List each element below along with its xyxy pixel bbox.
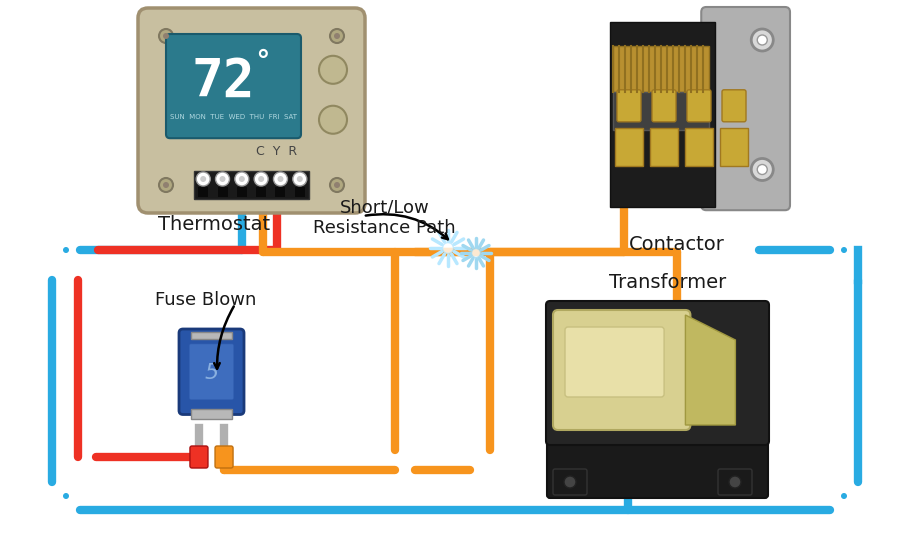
Text: C  Y  R: C Y R xyxy=(256,145,297,158)
Circle shape xyxy=(159,29,173,43)
FancyBboxPatch shape xyxy=(295,187,304,197)
Circle shape xyxy=(258,176,264,182)
FancyBboxPatch shape xyxy=(701,7,790,210)
FancyBboxPatch shape xyxy=(553,469,587,495)
Circle shape xyxy=(752,158,773,180)
FancyBboxPatch shape xyxy=(237,187,247,197)
Circle shape xyxy=(163,182,169,188)
Text: Thermostat: Thermostat xyxy=(158,215,270,235)
Circle shape xyxy=(297,176,303,182)
Circle shape xyxy=(471,248,480,258)
Circle shape xyxy=(254,172,269,186)
FancyBboxPatch shape xyxy=(215,446,233,468)
Circle shape xyxy=(757,164,767,174)
FancyBboxPatch shape xyxy=(718,469,752,495)
FancyBboxPatch shape xyxy=(617,90,641,122)
Circle shape xyxy=(729,476,741,488)
FancyBboxPatch shape xyxy=(610,22,715,207)
Circle shape xyxy=(564,476,576,488)
Circle shape xyxy=(200,176,207,182)
Text: °: ° xyxy=(254,48,271,76)
Circle shape xyxy=(277,176,284,182)
FancyBboxPatch shape xyxy=(565,327,665,397)
Circle shape xyxy=(274,172,287,186)
FancyBboxPatch shape xyxy=(546,301,769,445)
Text: 72: 72 xyxy=(191,55,255,107)
FancyBboxPatch shape xyxy=(198,187,208,197)
FancyBboxPatch shape xyxy=(553,310,691,430)
Circle shape xyxy=(319,56,347,84)
Circle shape xyxy=(752,29,773,51)
Circle shape xyxy=(239,176,245,182)
Circle shape xyxy=(841,247,847,253)
Circle shape xyxy=(443,243,453,253)
Circle shape xyxy=(757,35,767,45)
FancyBboxPatch shape xyxy=(615,128,643,165)
FancyBboxPatch shape xyxy=(547,432,768,498)
Text: Contactor: Contactor xyxy=(629,235,725,254)
Text: 5: 5 xyxy=(205,363,218,383)
Circle shape xyxy=(219,176,225,182)
Circle shape xyxy=(63,493,69,499)
FancyBboxPatch shape xyxy=(613,92,709,129)
FancyBboxPatch shape xyxy=(650,128,678,165)
Circle shape xyxy=(63,247,69,253)
Circle shape xyxy=(334,33,340,39)
FancyBboxPatch shape xyxy=(190,446,208,468)
FancyBboxPatch shape xyxy=(722,90,746,122)
FancyBboxPatch shape xyxy=(166,34,301,138)
Circle shape xyxy=(159,178,173,192)
Circle shape xyxy=(196,172,210,186)
FancyBboxPatch shape xyxy=(276,187,286,197)
Circle shape xyxy=(841,493,847,499)
Polygon shape xyxy=(685,315,735,425)
Circle shape xyxy=(319,106,347,134)
FancyBboxPatch shape xyxy=(138,8,365,213)
FancyBboxPatch shape xyxy=(613,45,709,92)
FancyBboxPatch shape xyxy=(194,171,310,199)
Circle shape xyxy=(216,172,230,186)
Text: Fuse Blown: Fuse Blown xyxy=(155,291,256,309)
FancyBboxPatch shape xyxy=(189,344,234,400)
Circle shape xyxy=(163,33,169,39)
FancyBboxPatch shape xyxy=(179,329,244,414)
Circle shape xyxy=(330,178,344,192)
Text: Transformer: Transformer xyxy=(609,273,726,293)
FancyBboxPatch shape xyxy=(720,128,748,165)
Circle shape xyxy=(235,172,249,186)
Text: SUN  MON  TUE  WED  THU  FRI  SAT: SUN MON TUE WED THU FRI SAT xyxy=(170,114,297,120)
Circle shape xyxy=(334,182,340,188)
Circle shape xyxy=(293,172,307,186)
FancyBboxPatch shape xyxy=(687,90,711,122)
Text: Short/Low
Resistance Path: Short/Low Resistance Path xyxy=(313,198,455,237)
Circle shape xyxy=(330,29,344,43)
FancyBboxPatch shape xyxy=(191,409,232,419)
FancyBboxPatch shape xyxy=(652,90,676,122)
FancyBboxPatch shape xyxy=(217,187,227,197)
FancyBboxPatch shape xyxy=(685,128,713,165)
FancyBboxPatch shape xyxy=(256,187,266,197)
FancyBboxPatch shape xyxy=(191,332,232,339)
